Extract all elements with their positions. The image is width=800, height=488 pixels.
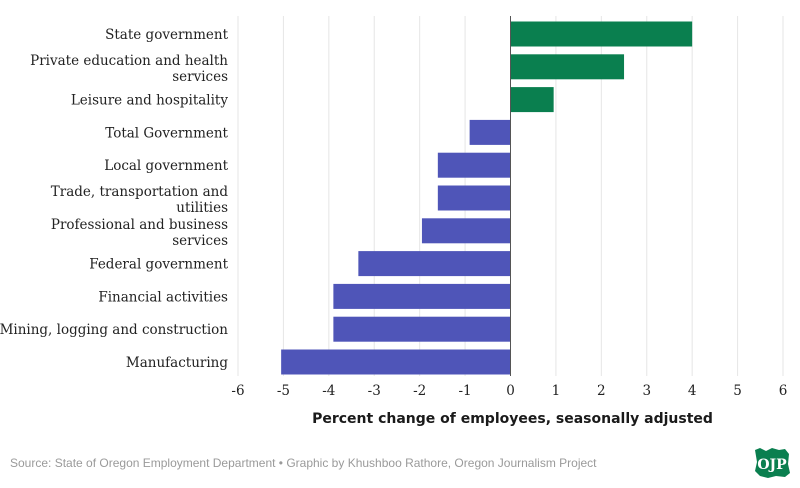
bar [421,218,511,244]
bar [469,119,511,145]
category-label: Private education and health services [30,53,228,85]
bar [358,251,511,277]
x-axis-label: Percent change of employees, seasonally … [312,411,713,427]
bar [510,21,693,47]
bar [510,54,625,80]
x-tick-label: -5 [277,383,290,399]
x-tick-label: 2 [597,383,606,399]
bar [281,349,511,375]
ojp-logo: OJP [755,448,790,478]
category-label: Local government [104,158,228,174]
category-label: Total Government [105,125,228,141]
x-tick-label: -3 [368,383,381,399]
x-tick-label: 5 [733,383,742,399]
bar [437,185,511,211]
category-label: Leisure and hospitality [71,93,229,109]
x-tick-label: -2 [413,383,426,399]
x-tick-label: -6 [231,383,244,399]
x-tick-label: -1 [459,383,472,399]
bar [333,316,511,342]
category-label: Professional and business services [51,217,228,249]
bar [437,152,511,178]
bar-chart: State government Private education and he… [0,16,788,427]
x-tick-label: 3 [642,383,651,399]
category-label: State government [105,27,228,43]
bar [510,87,554,113]
category-label: Trade, transportation and utilities [51,184,229,216]
category-label: Federal government [89,257,228,273]
source-note: Source: State of Oregon Employment Depar… [10,456,597,470]
x-tick-label: 6 [779,383,788,399]
x-tick-label: 0 [506,383,515,399]
x-tick-label: -4 [322,383,335,399]
category-label: Financial activities [98,289,228,305]
svg-text:OJP: OJP [757,457,787,473]
bar [333,283,511,309]
x-tick-label: 1 [552,383,561,399]
category-label: Mining, logging and construction [0,322,228,338]
category-label: Manufacturing [126,355,228,371]
x-tick-label: 4 [688,383,697,399]
